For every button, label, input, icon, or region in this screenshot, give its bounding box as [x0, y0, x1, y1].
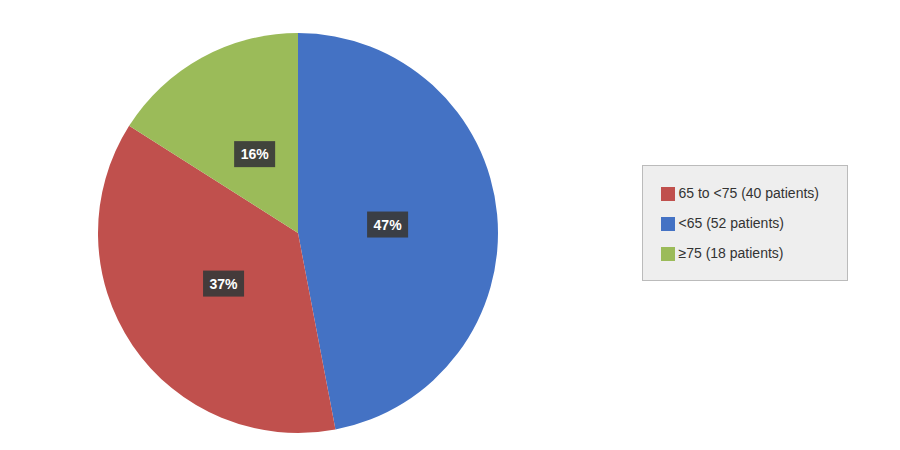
html-text:≥75 (18 patients): ≥75 (18 patients) — [678, 245, 784, 261]
html-text:65 to <75 (40 patients): 65 to <75 (40 patients) — [678, 185, 819, 201]
svg-text:16%: 16% — [241, 146, 270, 162]
html-text:<65 (52 patients): <65 (52 patients) — [678, 215, 784, 231]
svg-text:47%: 47% — [374, 217, 403, 233]
svg-text:37%: 37% — [210, 276, 239, 292]
